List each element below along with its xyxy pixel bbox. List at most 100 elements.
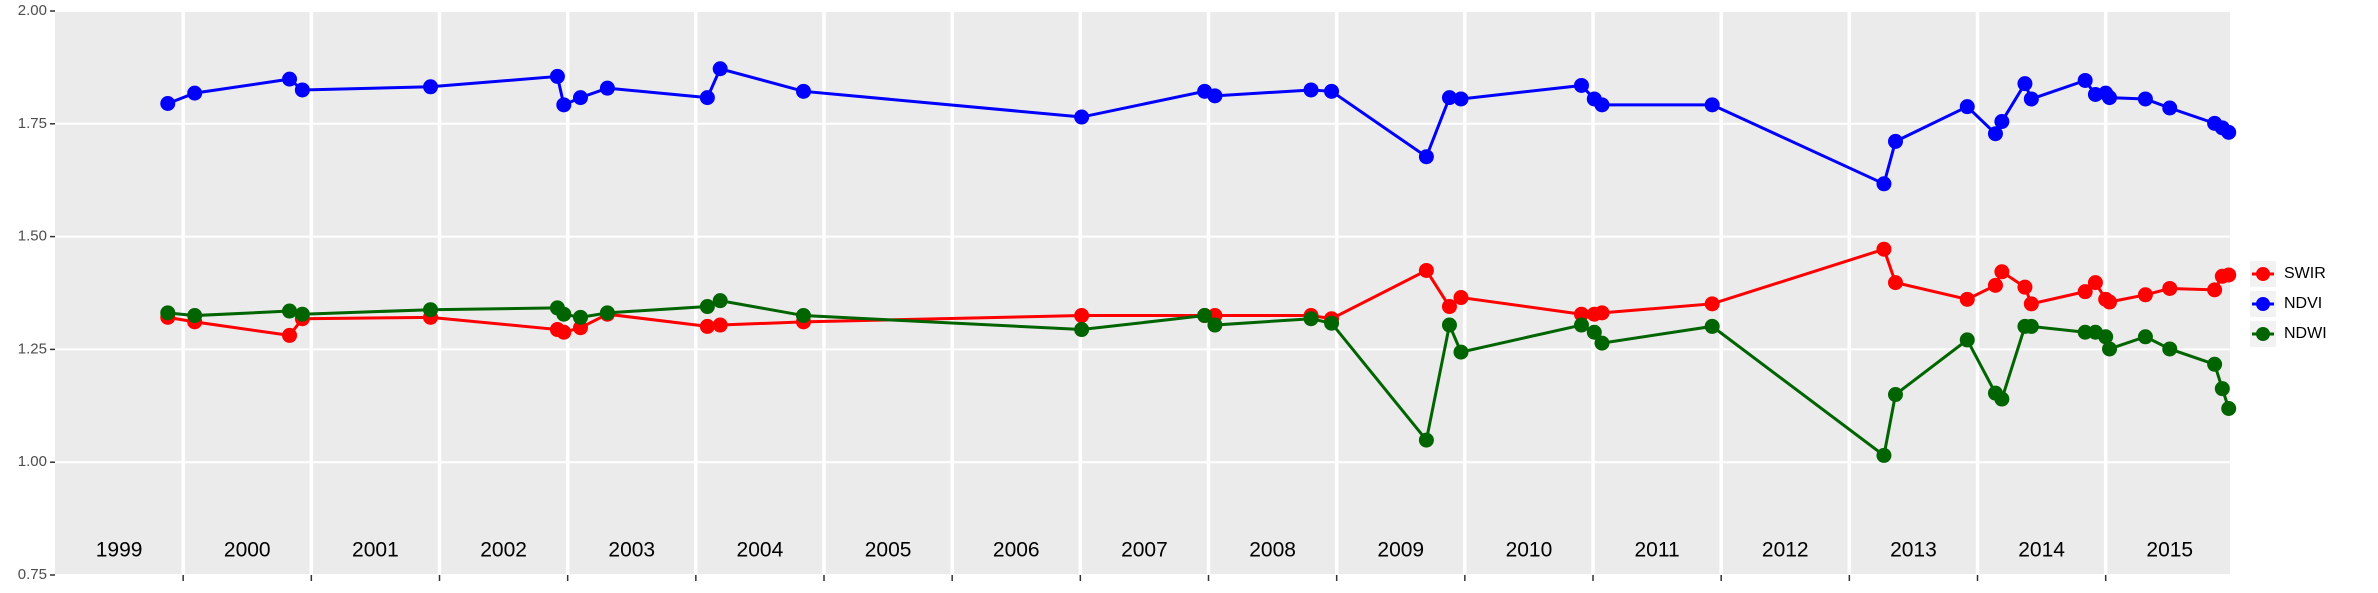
point [160, 95, 176, 111]
point [2137, 91, 2153, 107]
point [1594, 335, 1610, 351]
x-tick-label: 2001 [352, 539, 399, 562]
x-tick-label: 2005 [865, 539, 912, 562]
point [712, 293, 728, 309]
point [712, 317, 728, 333]
point [556, 306, 572, 322]
point [2221, 401, 2237, 417]
point [1207, 317, 1223, 333]
point [556, 97, 572, 113]
point [795, 308, 811, 324]
point [1453, 91, 1469, 107]
point [795, 83, 811, 99]
point [1418, 262, 1434, 278]
point [2102, 294, 2118, 310]
point [423, 79, 439, 95]
point [1994, 391, 2010, 407]
x-tick-label: 2004 [737, 539, 784, 562]
point [2017, 76, 2033, 92]
legend-label: NDVI [2284, 295, 2322, 312]
point [1959, 99, 1975, 115]
point [572, 309, 588, 325]
point [1074, 308, 1090, 324]
point [1994, 114, 2010, 130]
point [1573, 306, 1589, 322]
point [2087, 275, 2103, 291]
point [599, 80, 615, 96]
point [1959, 332, 1975, 348]
x-tick-label: 1999 [96, 539, 143, 562]
x-tick-label: 2013 [1890, 539, 1937, 562]
legend-label: SWIR [2284, 265, 2326, 282]
x-tick-label: 2012 [1762, 539, 1809, 562]
point [2102, 341, 2118, 357]
x-tick-label: 2011 [1635, 539, 1680, 562]
point [187, 85, 203, 101]
point [2102, 90, 2118, 106]
point [1887, 275, 1903, 291]
point [1453, 344, 1469, 360]
point [1876, 241, 1892, 257]
point [282, 71, 298, 87]
point [423, 302, 439, 318]
point [1594, 97, 1610, 113]
series-line [167, 247, 2230, 338]
point [2023, 318, 2039, 334]
y-tick-label: 0.75 [18, 566, 47, 583]
point [160, 305, 176, 321]
point [2207, 356, 2223, 372]
point [1418, 149, 1434, 165]
point [572, 320, 588, 336]
point [282, 327, 298, 343]
point [1074, 109, 1090, 125]
point [1324, 83, 1340, 99]
legend-point [2256, 297, 2270, 311]
x-tick-label: 2008 [1249, 539, 1296, 562]
point [1441, 90, 1457, 106]
y-tick-label: 2.00 [18, 2, 47, 19]
point [699, 318, 715, 334]
point [572, 90, 588, 106]
point [1959, 291, 1975, 307]
point [1987, 277, 2003, 293]
point [2017, 279, 2033, 295]
y-tick-label: 1.50 [18, 228, 47, 245]
point [1704, 97, 1720, 113]
point [599, 305, 615, 321]
point [2162, 280, 2178, 296]
point [1441, 317, 1457, 333]
point [1418, 432, 1434, 448]
y-tick-label: 1.75 [18, 115, 47, 132]
point [1207, 88, 1223, 104]
point [1887, 133, 1903, 149]
y-tick-label: 1.00 [18, 453, 47, 470]
point [294, 82, 310, 98]
point [2137, 329, 2153, 345]
legend-point [2256, 267, 2270, 281]
point [1594, 305, 1610, 321]
x-tick-label: 2007 [1121, 539, 1168, 562]
x-tick-label: 2002 [480, 539, 527, 562]
point [294, 306, 310, 322]
point [2077, 72, 2093, 88]
point [699, 299, 715, 315]
point [2221, 267, 2237, 283]
x-tick-label: 2014 [2018, 539, 2065, 562]
point [549, 68, 565, 84]
point [699, 90, 715, 106]
point [1324, 315, 1340, 331]
point [2098, 329, 2114, 345]
point [2023, 296, 2039, 312]
point [1586, 324, 1602, 340]
point [1197, 308, 1213, 324]
point [1704, 318, 1720, 334]
point [2207, 282, 2223, 298]
point [1704, 296, 1720, 312]
point [1573, 317, 1589, 333]
point [1573, 77, 1589, 93]
point [2214, 381, 2230, 397]
point [2077, 324, 2093, 340]
y-tick-label: 1.25 [18, 340, 47, 357]
x-tick-label: 2010 [1506, 539, 1553, 562]
point [1441, 299, 1457, 315]
